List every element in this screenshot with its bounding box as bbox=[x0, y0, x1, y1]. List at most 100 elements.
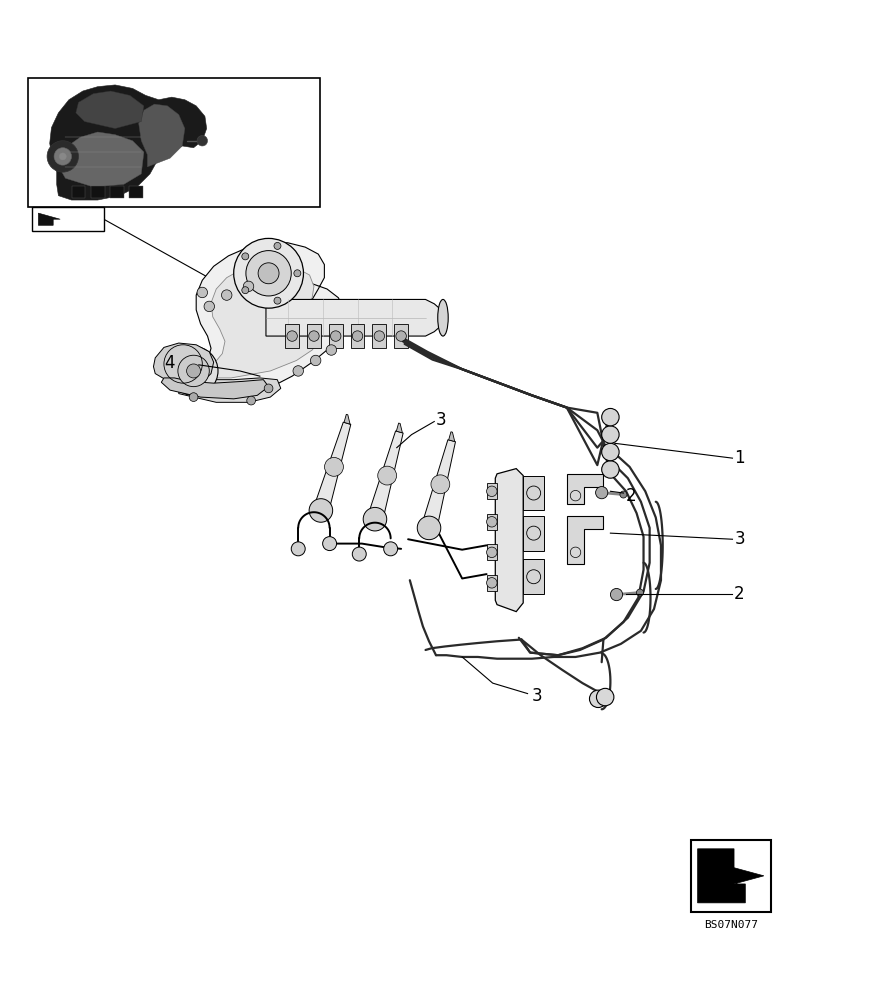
Circle shape bbox=[178, 355, 209, 387]
Circle shape bbox=[589, 690, 607, 708]
Polygon shape bbox=[421, 440, 455, 530]
Text: 3: 3 bbox=[734, 530, 745, 548]
Circle shape bbox=[363, 507, 386, 531]
Circle shape bbox=[352, 331, 363, 341]
Bar bbox=[394, 324, 408, 348]
Polygon shape bbox=[50, 85, 207, 200]
Text: 1: 1 bbox=[734, 449, 745, 467]
Bar bbox=[691, 840, 771, 912]
Polygon shape bbox=[367, 431, 403, 521]
Circle shape bbox=[602, 426, 619, 443]
Circle shape bbox=[487, 517, 497, 527]
Polygon shape bbox=[567, 516, 603, 564]
Circle shape bbox=[189, 393, 198, 401]
Circle shape bbox=[352, 547, 366, 561]
Polygon shape bbox=[60, 132, 144, 187]
Circle shape bbox=[596, 487, 608, 499]
Circle shape bbox=[221, 290, 232, 300]
Polygon shape bbox=[523, 516, 544, 551]
Bar bbox=[72, 186, 85, 198]
Circle shape bbox=[204, 301, 215, 312]
Circle shape bbox=[187, 364, 201, 378]
Polygon shape bbox=[495, 469, 523, 612]
Polygon shape bbox=[313, 422, 351, 513]
Polygon shape bbox=[449, 432, 454, 441]
Text: 2: 2 bbox=[734, 585, 745, 603]
Circle shape bbox=[326, 345, 337, 355]
Polygon shape bbox=[170, 243, 344, 400]
Circle shape bbox=[54, 148, 72, 165]
Text: 4: 4 bbox=[164, 354, 174, 372]
Polygon shape bbox=[266, 299, 445, 336]
Circle shape bbox=[620, 491, 627, 498]
Circle shape bbox=[291, 542, 305, 556]
Circle shape bbox=[242, 253, 249, 260]
Text: 3: 3 bbox=[532, 687, 542, 705]
Circle shape bbox=[287, 331, 297, 341]
Polygon shape bbox=[38, 213, 60, 225]
Bar bbox=[329, 324, 343, 348]
Polygon shape bbox=[698, 849, 764, 903]
Circle shape bbox=[293, 366, 303, 376]
Bar bbox=[487, 544, 497, 560]
Circle shape bbox=[274, 242, 281, 249]
Bar bbox=[351, 324, 364, 348]
Text: 2: 2 bbox=[626, 487, 637, 505]
Circle shape bbox=[197, 287, 208, 298]
Polygon shape bbox=[523, 559, 544, 594]
Circle shape bbox=[602, 408, 619, 426]
Bar bbox=[129, 186, 143, 198]
Circle shape bbox=[264, 384, 273, 393]
Bar bbox=[285, 324, 299, 348]
Bar bbox=[307, 324, 321, 348]
Circle shape bbox=[247, 396, 255, 405]
Polygon shape bbox=[76, 91, 144, 129]
Circle shape bbox=[47, 141, 78, 172]
Circle shape bbox=[310, 355, 321, 366]
Circle shape bbox=[417, 516, 440, 540]
Bar bbox=[487, 575, 497, 591]
Circle shape bbox=[396, 331, 406, 341]
Bar bbox=[28, 78, 320, 207]
Circle shape bbox=[431, 475, 450, 494]
Circle shape bbox=[324, 457, 344, 476]
Bar bbox=[91, 186, 105, 198]
Circle shape bbox=[294, 270, 301, 277]
Circle shape bbox=[610, 588, 623, 601]
Polygon shape bbox=[344, 414, 350, 424]
Circle shape bbox=[596, 688, 614, 706]
Bar bbox=[110, 186, 124, 198]
Circle shape bbox=[637, 589, 644, 596]
Circle shape bbox=[378, 466, 397, 485]
Circle shape bbox=[487, 547, 497, 558]
Circle shape bbox=[274, 297, 281, 304]
Circle shape bbox=[169, 347, 218, 395]
Circle shape bbox=[374, 331, 385, 341]
Polygon shape bbox=[153, 343, 214, 387]
Polygon shape bbox=[161, 378, 269, 399]
Circle shape bbox=[602, 443, 619, 461]
Bar bbox=[32, 207, 104, 231]
Text: BS07N077: BS07N077 bbox=[704, 920, 758, 930]
Circle shape bbox=[197, 136, 208, 146]
Polygon shape bbox=[523, 476, 544, 510]
Circle shape bbox=[246, 251, 291, 296]
Circle shape bbox=[258, 263, 279, 284]
Circle shape bbox=[309, 499, 332, 522]
Text: 3: 3 bbox=[436, 411, 446, 429]
Circle shape bbox=[242, 287, 249, 294]
Circle shape bbox=[602, 461, 619, 478]
Bar bbox=[487, 483, 497, 499]
Circle shape bbox=[309, 331, 319, 341]
Circle shape bbox=[384, 542, 398, 556]
Polygon shape bbox=[179, 378, 281, 402]
Circle shape bbox=[487, 578, 497, 588]
Circle shape bbox=[59, 153, 66, 160]
Circle shape bbox=[330, 331, 341, 341]
Bar bbox=[487, 514, 497, 530]
Polygon shape bbox=[567, 474, 603, 504]
Circle shape bbox=[243, 281, 254, 292]
Circle shape bbox=[487, 486, 497, 497]
Bar bbox=[372, 324, 386, 348]
Circle shape bbox=[234, 238, 303, 308]
